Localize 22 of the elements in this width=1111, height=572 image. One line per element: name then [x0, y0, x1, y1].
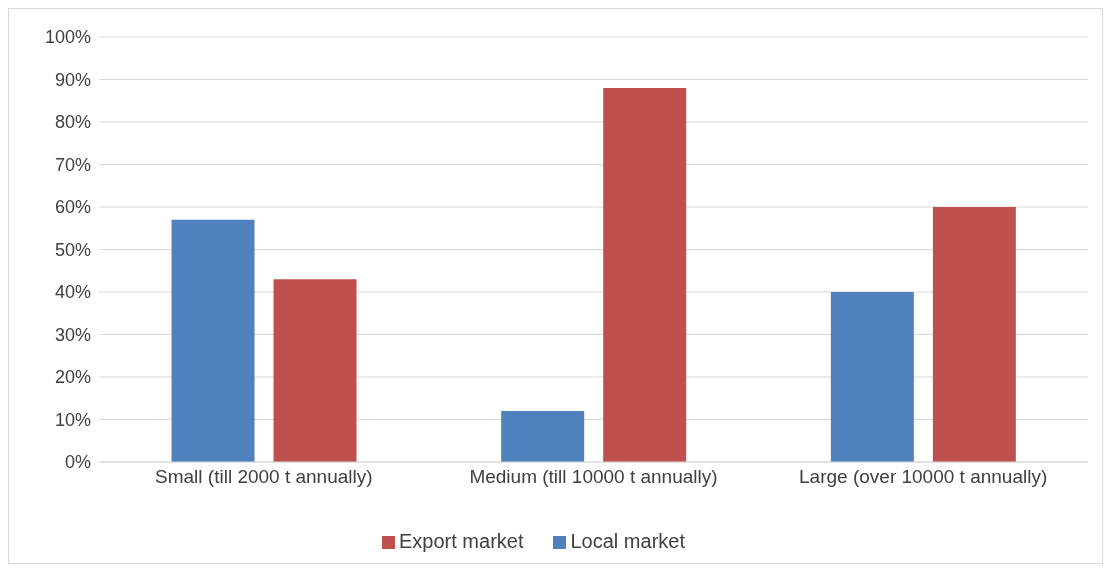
bar — [830, 292, 914, 462]
y-tick-label: 20% — [54, 367, 91, 388]
legend-label: Local market — [570, 530, 685, 552]
legend-label: Export market — [399, 530, 524, 552]
y-tick-label: 100% — [44, 27, 91, 48]
y-tick-label: 50% — [54, 239, 91, 260]
bar — [932, 207, 1016, 462]
y-tick-label: 80% — [54, 112, 91, 133]
y-tick-label: 0% — [64, 452, 91, 473]
bar — [171, 219, 255, 462]
y-tick-label: 10% — [54, 409, 91, 430]
y-tick-label: 30% — [54, 324, 91, 345]
bar — [273, 279, 357, 462]
y-tick-label: 90% — [54, 69, 91, 90]
y-tick-label: 40% — [54, 282, 91, 303]
bar — [603, 88, 687, 462]
y-tick-label: 60% — [54, 197, 91, 218]
x-tick-label: Small (till 2000 t annually) — [155, 466, 373, 488]
bar — [501, 411, 585, 462]
y-tick-label: 70% — [54, 154, 91, 175]
x-tick-label: Medium (till 10000 t annually) — [469, 466, 718, 488]
x-tick-label: Large (over 10000 t annually) — [799, 466, 1048, 488]
